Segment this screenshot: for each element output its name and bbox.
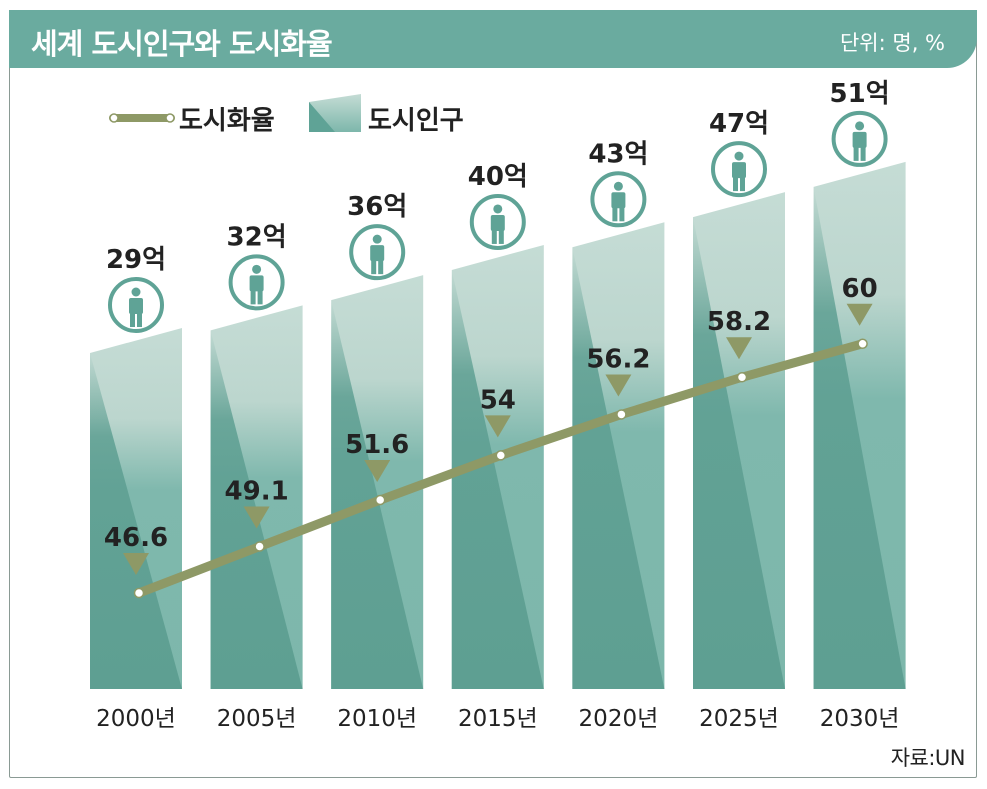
population-bar-0 (90, 328, 182, 689)
urbanization-label-6: 60 (842, 274, 878, 304)
population-label-1: 32억 (227, 222, 287, 252)
person-icon-5 (711, 141, 767, 198)
population-bar-1 (210, 305, 303, 689)
urbanization-marker-6 (846, 303, 873, 326)
urbanization-marker-0 (123, 553, 149, 575)
x-tick-label-3: 2015년 (458, 706, 538, 732)
urbanization-label-0: 46.6 (104, 523, 168, 553)
source-label: 자료:UN (890, 746, 966, 770)
urbanization-label-4: 56.2 (586, 344, 650, 374)
population-label-5: 47억 (709, 109, 769, 139)
chart-title: 세계 도시인구와 도시화율 (31, 27, 333, 61)
x-tick-label-6: 2030년 (820, 706, 900, 732)
chart-header: 세계 도시인구와 도시화율 단위: 명, % (9, 10, 977, 68)
legend-label-population: 도시인구 (368, 106, 464, 136)
urbanization-point-0 (133, 587, 145, 599)
urbanization-label-2: 51.6 (345, 430, 409, 460)
population-label-0: 29억 (106, 245, 166, 275)
legend-line-marker-left (109, 113, 119, 123)
x-tick-label-2: 2010년 (337, 706, 417, 732)
population-bar-2 (331, 275, 424, 689)
urbanization-point-5 (736, 371, 748, 383)
person-icon-4 (590, 171, 647, 228)
x-tick-label-0: 2000년 (96, 706, 176, 732)
urbanization-marker-4 (605, 374, 632, 397)
urbanization-point-6 (857, 338, 868, 350)
population-bar-5 (693, 192, 785, 689)
legend-bar-swatch-shade (309, 102, 335, 132)
urbanization-point-2 (374, 494, 386, 506)
urbanization-marker-3 (484, 415, 511, 438)
population-label-2: 36억 (347, 192, 407, 222)
x-tick-label-1: 2005년 (217, 706, 297, 732)
urbanization-point-4 (616, 409, 627, 420)
urbanization-label-3: 54 (480, 385, 516, 415)
urbanization-label-5: 58.2 (707, 307, 771, 337)
urbanization-point-3 (495, 450, 507, 461)
person-icon-6 (831, 110, 888, 167)
unit-label: 단위: 명, % (839, 31, 945, 55)
person-icon-0 (108, 277, 164, 333)
population-bar-3 (451, 244, 544, 689)
urbanization-point-1 (254, 541, 265, 552)
urbanization-marker-1 (243, 506, 270, 529)
population-label-3: 40억 (468, 162, 528, 192)
person-icon-3 (469, 193, 526, 250)
x-tick-label-4: 2020년 (579, 706, 659, 732)
legend-label-urbanization: 도시화율 (179, 106, 275, 136)
urbanization-marker-2 (364, 460, 391, 482)
urbanization-marker-5 (726, 337, 752, 360)
legend: 도시화율 도시인구 (109, 94, 464, 136)
population-label-6: 51억 (830, 79, 890, 109)
population-bar-4 (572, 222, 665, 690)
population-bar-6 (813, 161, 906, 689)
person-icon-1 (228, 254, 285, 311)
x-tick-label-5: 2025년 (699, 706, 779, 732)
urbanization-label-1: 49.1 (225, 477, 289, 507)
person-icon-2 (349, 224, 406, 281)
population-label-4: 43억 (588, 139, 648, 169)
legend-line-marker-right (165, 113, 175, 123)
